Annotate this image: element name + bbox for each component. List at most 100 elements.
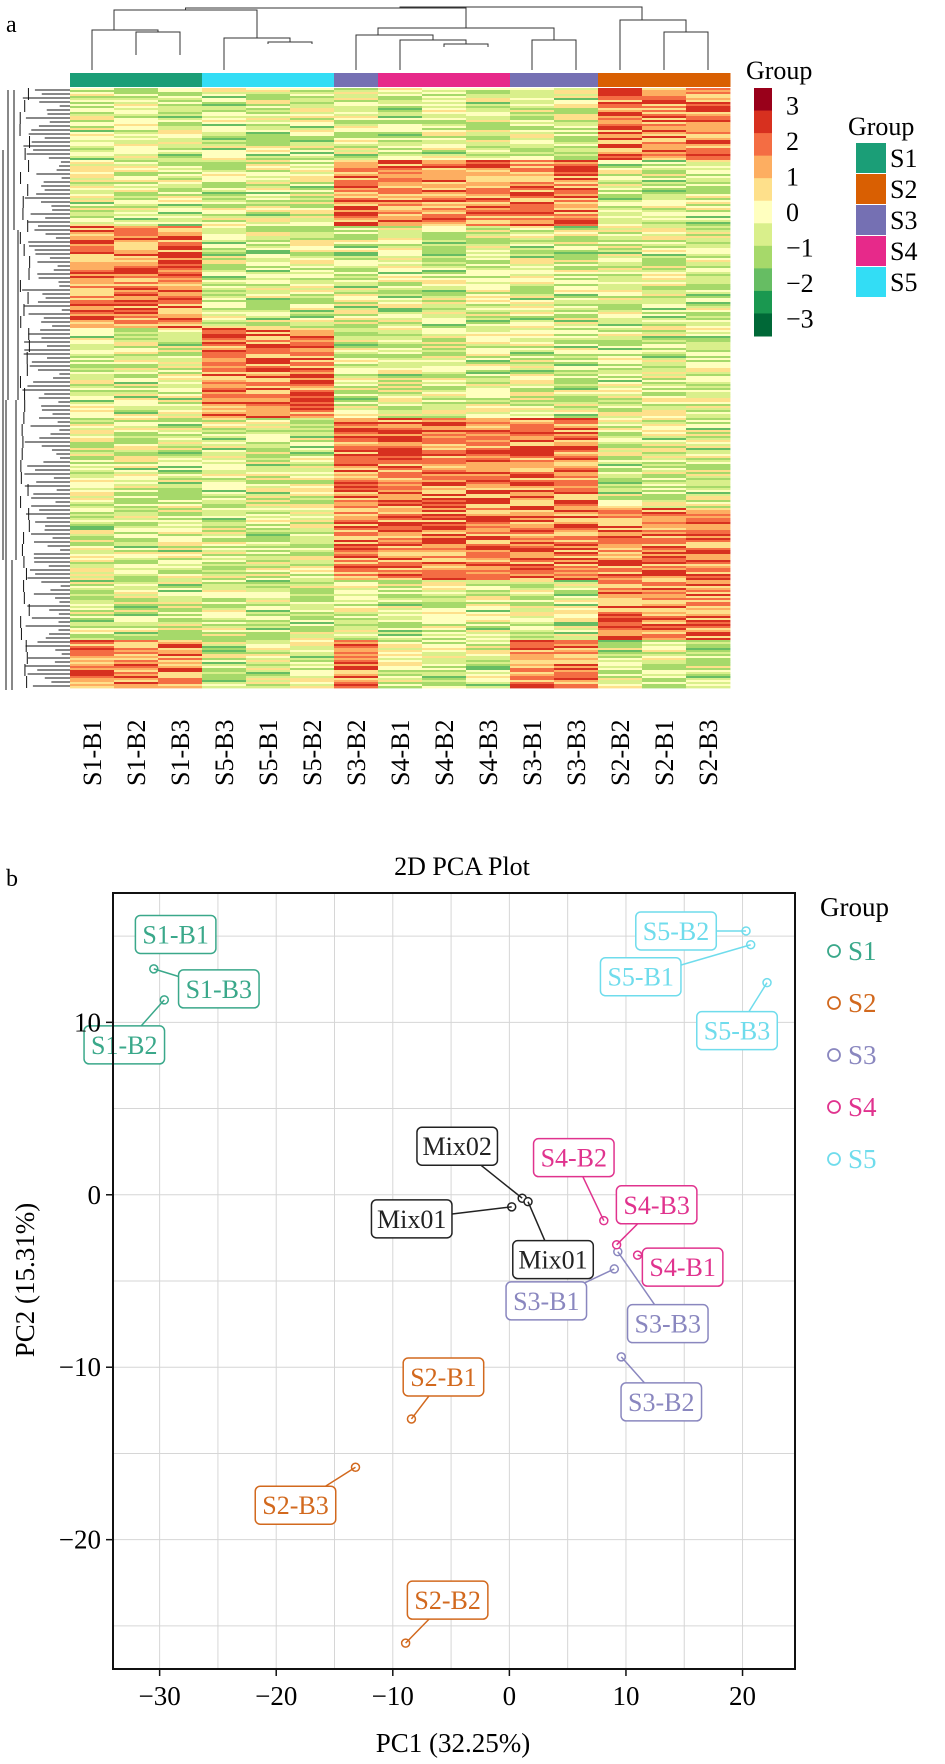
heatmap-cell	[598, 620, 643, 623]
heatmap-cell	[114, 96, 159, 99]
heatmap-cell	[642, 444, 687, 447]
heatmap-cell	[554, 534, 599, 537]
heatmap-cell	[510, 664, 555, 667]
heatmap-cell	[642, 240, 687, 243]
heatmap-cell	[554, 260, 599, 263]
heatmap-cell	[290, 320, 335, 323]
heatmap-cell	[510, 452, 555, 455]
heatmap-cell	[686, 464, 731, 467]
heatmap-cell	[378, 484, 423, 487]
heatmap-cell	[466, 586, 511, 589]
heatmap-cell	[158, 196, 203, 199]
heatmap-cell	[246, 562, 291, 565]
heatmap-cell	[290, 528, 335, 531]
heatmap-cell	[510, 112, 555, 115]
heatmap-cell	[158, 112, 203, 115]
heatmap-cell	[686, 100, 731, 103]
heatmap-cell	[642, 464, 687, 467]
heatmap-cell	[598, 130, 643, 133]
heatmap-cell	[598, 284, 643, 287]
heatmap-cell	[642, 160, 687, 163]
heatmap-cell	[466, 332, 511, 335]
heatmap-cell	[246, 304, 291, 307]
heatmap-cell	[70, 382, 115, 385]
heatmap-cell	[378, 604, 423, 607]
heatmap-cell	[598, 638, 643, 641]
heatmap-cell	[598, 438, 643, 441]
heatmap-cell	[422, 386, 467, 389]
heatmap-cell	[686, 438, 731, 441]
heatmap-cell	[202, 182, 247, 185]
heatmap-cell	[70, 296, 115, 299]
heatmap-cell	[466, 376, 511, 379]
heatmap-cell	[246, 180, 291, 183]
heatmap-cell	[114, 124, 159, 127]
heatmap-cell	[70, 272, 115, 275]
heatmap-cell	[114, 378, 159, 381]
heatmap-cell	[158, 164, 203, 167]
heatmap-cell	[70, 258, 115, 261]
heatmap-cell	[422, 222, 467, 225]
heatmap-cell	[202, 242, 247, 245]
heatmap-cell	[378, 630, 423, 633]
heatmap-cell	[554, 358, 599, 361]
heatmap-cell	[202, 278, 247, 281]
heatmap-cell	[114, 172, 159, 175]
heatmap-cell	[158, 378, 203, 381]
heatmap-cell	[510, 432, 555, 435]
heatmap-cell	[598, 368, 643, 371]
heatmap-cell	[466, 96, 511, 99]
heatmap-cell	[422, 684, 467, 687]
heatmap-cell	[334, 290, 379, 293]
heatmap-cell	[290, 410, 335, 413]
heatmap-cell	[334, 228, 379, 231]
heatmap-cell	[70, 354, 115, 357]
heatmap-cell	[554, 640, 599, 643]
heatmap-cell	[334, 482, 379, 485]
heatmap-cell	[246, 430, 291, 433]
heatmap-cell	[598, 670, 643, 673]
heatmap-cell	[114, 288, 159, 291]
heatmap-cell	[246, 386, 291, 389]
heatmap-cell	[422, 566, 467, 569]
heatmap-cell	[642, 316, 687, 319]
heatmap-cell	[422, 108, 467, 111]
heatmap-cell	[422, 246, 467, 249]
heatmap-cell	[158, 150, 203, 153]
heatmap-cell	[510, 602, 555, 605]
heatmap-cell	[598, 554, 643, 557]
pca-point-label: S3-B1	[513, 1287, 579, 1316]
heatmap-cell	[466, 606, 511, 609]
heatmap-cell	[466, 536, 511, 539]
heatmap-cell	[290, 326, 335, 329]
heatmap-cell	[378, 416, 423, 419]
heatmap-cell	[202, 224, 247, 227]
heatmap-cell	[114, 276, 159, 279]
heatmap-cell	[114, 168, 159, 171]
heatmap-cell	[510, 598, 555, 601]
heatmap-cell	[422, 210, 467, 213]
heatmap-cell	[158, 432, 203, 435]
heatmap-cell	[686, 330, 731, 333]
heatmap-cell	[554, 192, 599, 195]
heatmap-cell	[598, 516, 643, 519]
heatmap-cell	[70, 356, 115, 359]
heatmap-cell	[114, 340, 159, 343]
heatmap-cell	[554, 636, 599, 639]
heatmap-cell	[290, 672, 335, 675]
heatmap-cell	[246, 674, 291, 677]
heatmap-cell	[334, 680, 379, 683]
heatmap-cell	[422, 118, 467, 121]
heatmap-cell	[510, 356, 555, 359]
heatmap-cell	[686, 164, 731, 167]
heatmap-cell	[202, 610, 247, 613]
heatmap-cell	[642, 238, 687, 241]
heatmap-cell	[598, 110, 643, 113]
heatmap-cell	[422, 304, 467, 307]
heatmap-cell	[642, 674, 687, 677]
heatmap-cell	[422, 510, 467, 513]
heatmap-cell	[70, 574, 115, 577]
heatmap-cell	[246, 482, 291, 485]
heatmap-cell	[378, 624, 423, 627]
